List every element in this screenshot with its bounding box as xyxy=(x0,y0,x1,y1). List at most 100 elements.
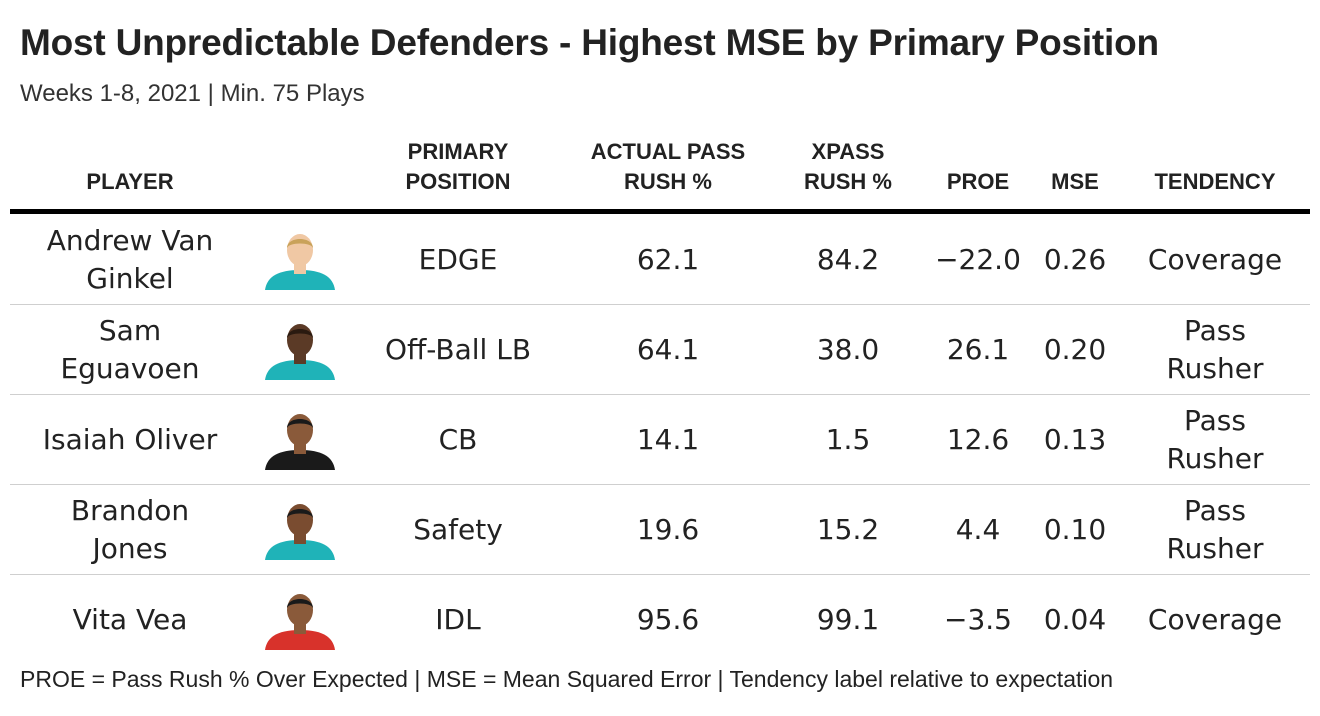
primary-position: EDGE xyxy=(368,215,548,305)
primary-position-text: Off-Ball LB xyxy=(384,333,532,366)
headshot-icon xyxy=(265,414,335,470)
tendency-label-text: Pass Rusher xyxy=(1166,404,1264,475)
jersey-shape xyxy=(265,270,335,290)
primary-position: CB xyxy=(368,395,548,485)
player-name: Brandon Jones xyxy=(10,485,250,575)
player-headshot xyxy=(260,215,340,305)
header-tendency: TENDENCY xyxy=(1154,169,1276,194)
xpass-rush-value-text: 99.1 xyxy=(816,603,880,636)
mse-value: 0.13 xyxy=(1035,395,1115,485)
player-name: Vita Vea xyxy=(10,575,250,665)
xpass-rush-value-text: 15.2 xyxy=(816,513,880,546)
header-actual-pass-rush: ACTUAL PASS RUSH % xyxy=(590,139,746,194)
proe-value-text: 26.1 xyxy=(946,333,1010,366)
table-row: Vita Vea IDL 95.6 99.1 −3.5 0.04 Coverage xyxy=(10,575,1310,665)
footnote: PROE = Pass Rush % Over Expected | MSE =… xyxy=(20,666,1114,692)
headshot-icon xyxy=(265,504,335,560)
tendency-label-text: Pass Rusher xyxy=(1166,314,1264,385)
proe-value: −22.0 xyxy=(928,215,1028,305)
player-name: Isaiah Oliver xyxy=(10,395,250,485)
player-headshot xyxy=(260,485,340,575)
row-divider xyxy=(10,394,1310,395)
xpass-rush-value-text: 84.2 xyxy=(816,243,880,276)
hair-shape xyxy=(287,419,313,428)
row-divider xyxy=(10,304,1310,305)
header-player: PLAYER xyxy=(86,169,174,194)
proe-value: −3.5 xyxy=(928,575,1028,665)
header-proe: PROE xyxy=(946,169,1010,194)
xpass-rush-value: 1.5 xyxy=(758,395,938,485)
tendency-label: Coverage xyxy=(1135,215,1295,305)
page-title: Most Unpredictable Defenders - Highest M… xyxy=(20,22,1159,63)
primary-position-text: EDGE xyxy=(418,243,498,276)
table-row: Isaiah Oliver CB 14.1 1.5 12.6 0.13 Pass Rushe… xyxy=(10,395,1310,485)
actual-pass-rush-value-text: 62.1 xyxy=(636,243,700,276)
row-divider xyxy=(10,484,1310,485)
jersey-shape xyxy=(265,450,335,470)
proe-value: 26.1 xyxy=(928,305,1028,395)
player-name-text: Brandon Jones xyxy=(70,494,190,565)
primary-position-text: IDL xyxy=(435,603,481,636)
tendency-label-text: Pass Rusher xyxy=(1166,494,1264,565)
hair-shape xyxy=(287,599,313,608)
mse-value: 0.04 xyxy=(1035,575,1115,665)
player-name-text: Isaiah Oliver xyxy=(42,423,218,456)
hair-shape xyxy=(287,329,313,338)
player-name-text: Sam Eguavoen xyxy=(60,314,200,385)
actual-pass-rush-value-text: 19.6 xyxy=(636,513,700,546)
proe-value-text: 4.4 xyxy=(955,513,1001,546)
hair-shape xyxy=(287,239,313,248)
player-headshot xyxy=(260,305,340,395)
head-shape xyxy=(287,504,313,536)
xpass-rush-value: 38.0 xyxy=(758,305,938,395)
page-subtitle: Weeks 1-8, 2021 | Min. 75 Plays xyxy=(20,80,365,107)
header-xpass-rush: XPASS RUSH % xyxy=(803,139,892,194)
primary-position: IDL xyxy=(368,575,548,665)
jersey-shape xyxy=(265,360,335,380)
head-shape xyxy=(287,324,313,356)
jersey-shape xyxy=(265,540,335,560)
hair-shape xyxy=(287,509,313,518)
player-headshot xyxy=(260,395,340,485)
actual-pass-rush-value: 95.6 xyxy=(578,575,758,665)
actual-pass-rush-value-text: 14.1 xyxy=(636,423,700,456)
mse-value-text: 0.26 xyxy=(1043,243,1107,276)
primary-position: Safety xyxy=(368,485,548,575)
player-headshot xyxy=(260,575,340,665)
tendency-label: Coverage xyxy=(1135,575,1295,665)
player-name: Andrew Van Ginkel xyxy=(10,215,250,305)
player-name-text: Andrew Van Ginkel xyxy=(46,224,214,295)
tendency-label: Pass Rusher xyxy=(1135,485,1295,575)
proe-value: 12.6 xyxy=(928,395,1028,485)
head-shape xyxy=(287,414,313,446)
player-name-text: Vita Vea xyxy=(72,603,188,636)
header-mse: MSE xyxy=(1051,169,1099,194)
header-rule xyxy=(10,209,1310,214)
table-row: Andrew Van Ginkel EDGE 62.1 84.2 −22.0 0.26 Co… xyxy=(10,215,1310,305)
mse-value-text: 0.04 xyxy=(1043,603,1107,636)
head-shape xyxy=(287,234,313,266)
tendency-label: Pass Rusher xyxy=(1135,305,1295,395)
headshot-icon xyxy=(265,234,335,290)
xpass-rush-value: 99.1 xyxy=(758,575,938,665)
primary-position: Off-Ball LB xyxy=(368,305,548,395)
mse-value-text: 0.20 xyxy=(1043,333,1107,366)
actual-pass-rush-value-text: 95.6 xyxy=(636,603,700,636)
proe-value-text: −3.5 xyxy=(944,603,1012,636)
mse-value-text: 0.13 xyxy=(1043,423,1107,456)
actual-pass-rush-value: 19.6 xyxy=(578,485,758,575)
xpass-rush-value-text: 1.5 xyxy=(825,423,871,456)
actual-pass-rush-value: 14.1 xyxy=(578,395,758,485)
table-row: Brandon Jones Safety 19.6 15.2 4.4 0.10 Pass R… xyxy=(10,485,1310,575)
actual-pass-rush-value: 64.1 xyxy=(578,305,758,395)
proe-value-text: −22.0 xyxy=(935,243,1021,276)
proe-value-text: 12.6 xyxy=(946,423,1010,456)
xpass-rush-value: 15.2 xyxy=(758,485,938,575)
xpass-rush-value: 84.2 xyxy=(758,215,938,305)
jersey-shape xyxy=(265,630,335,650)
mse-value-text: 0.10 xyxy=(1043,513,1107,546)
xpass-rush-value-text: 38.0 xyxy=(816,333,880,366)
headshot-icon xyxy=(265,594,335,650)
proe-value: 4.4 xyxy=(928,485,1028,575)
actual-pass-rush-value-text: 64.1 xyxy=(636,333,700,366)
